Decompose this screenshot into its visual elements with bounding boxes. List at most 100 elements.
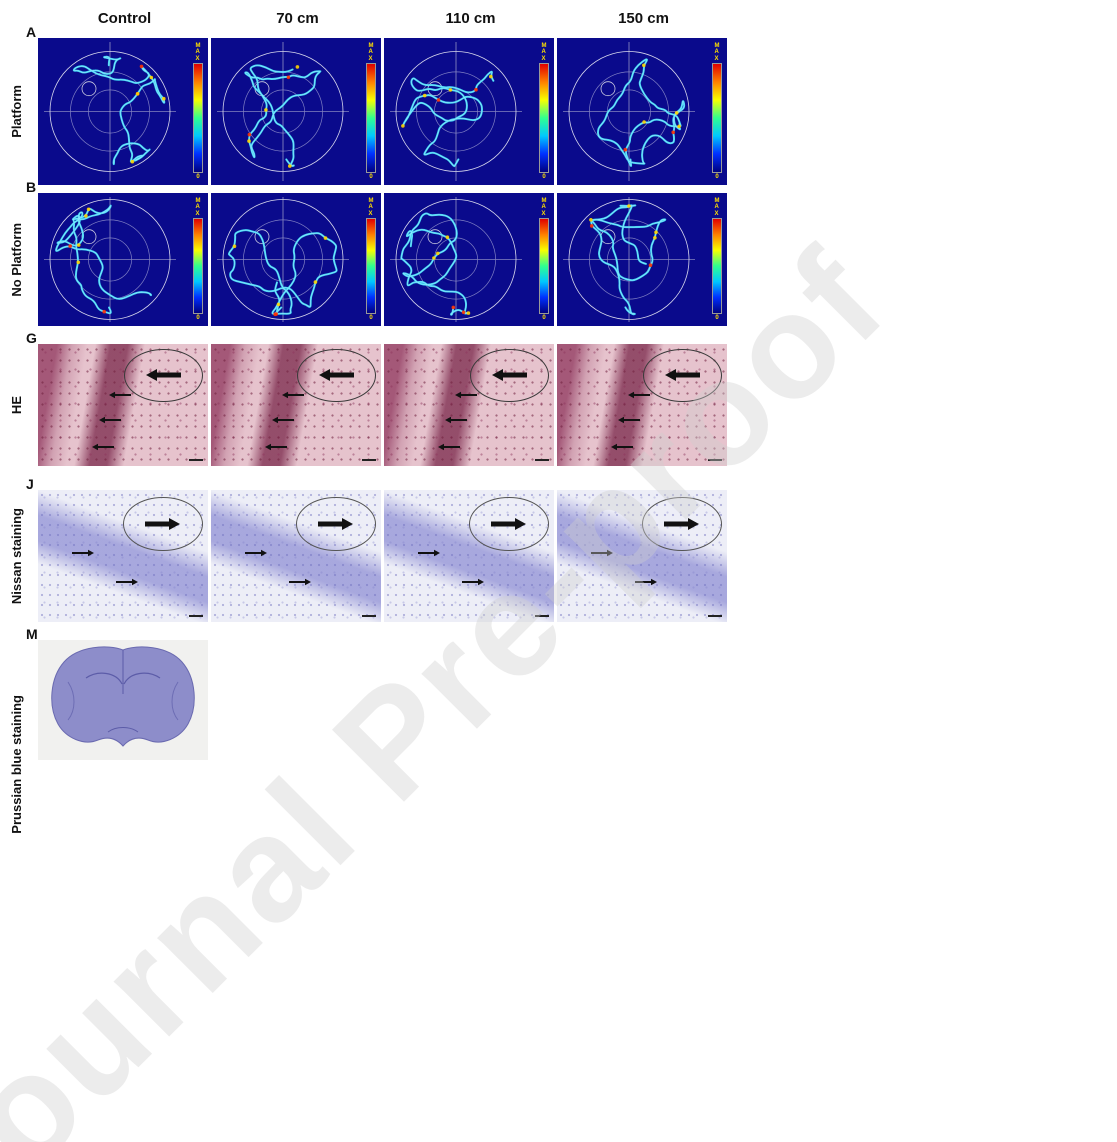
arrow-icon (611, 442, 634, 452)
arrow-icon (289, 578, 312, 586)
arrow-icon (492, 369, 528, 382)
arrow-icon (92, 442, 115, 452)
swim-track-heatmap (44, 197, 176, 322)
arrow-icon (272, 416, 295, 424)
row-label-text: Platform (8, 85, 24, 138)
colorbar-zero-label: 0 (369, 314, 373, 321)
arrow-icon (245, 549, 267, 557)
annotation-ellipse (297, 348, 376, 403)
row-label-text: HE (8, 395, 24, 415)
nissl-histology-panel (384, 490, 554, 622)
colorbar-zero-label: 0 (542, 314, 546, 321)
arrow-icon (491, 517, 527, 531)
western-blot-panel (196, 888, 632, 1140)
column-header: 110 cm (445, 10, 496, 27)
colorbar-gradient (539, 217, 549, 314)
colorbar-zero-label: 0 (715, 173, 719, 180)
colorbar-gradient (193, 217, 203, 314)
colorbar-gradient (539, 62, 549, 173)
arrow-icon (146, 369, 182, 382)
arrow-icon (72, 549, 94, 557)
scale-bar (535, 459, 549, 461)
arrow-icon (665, 369, 701, 382)
arrow-icon (455, 390, 478, 400)
column-headers: Control 70 cm 110 cm 150 cm (38, 10, 730, 27)
arrow-icon (265, 442, 288, 452)
scale-bar (708, 615, 722, 617)
scale-bar (189, 459, 203, 461)
colorbar-zero-label: 0 (369, 173, 373, 180)
nissl-histology-panel (557, 490, 727, 622)
row-label-text: Nissan staining (8, 507, 24, 605)
swim-track-heatmap (217, 42, 349, 181)
he-histology-panel (384, 344, 554, 466)
column-header: Control (97, 10, 152, 27)
arrow-icon (618, 415, 641, 425)
arrow-icon (116, 578, 139, 586)
arrow-icon (611, 443, 634, 450)
arrow-icon (265, 443, 288, 450)
column-header: 70 cm (276, 10, 319, 27)
arrow-icon (591, 548, 613, 558)
he-histology-panel (557, 344, 727, 466)
colorbar-gradient (366, 62, 376, 173)
colorbar-gradient (712, 62, 722, 173)
arrow-icon (282, 392, 305, 399)
row-label: Prussian blue staining (2, 640, 30, 888)
annotation-ellipse (470, 348, 549, 403)
arrow-icon (618, 416, 641, 424)
arrow-icon (628, 392, 651, 399)
annotation-ellipse (643, 348, 722, 403)
colorbar-zero-label: 0 (715, 314, 719, 321)
image-row (38, 490, 730, 622)
arrow-icon (455, 392, 478, 399)
arrow-icon (445, 416, 468, 424)
nissl-histology-panel (38, 490, 208, 622)
brain-section-panel (38, 640, 208, 760)
he-histology-panel (38, 344, 208, 466)
swim-track-heatmap (563, 42, 695, 181)
colorbar-zero-label: 0 (196, 314, 200, 321)
panel-letter: G (26, 330, 37, 346)
arrow-icon (438, 443, 461, 450)
arrow-icon (445, 415, 468, 425)
arrow-icon (462, 578, 485, 586)
arrow-icon (245, 548, 267, 558)
annotation-ellipse (124, 348, 203, 403)
annotation-ellipse (295, 496, 376, 552)
colorbar-gradient (366, 217, 376, 314)
he-histology-panel (211, 344, 381, 466)
annotation-ellipse (468, 496, 549, 552)
arrow-icon (72, 548, 94, 558)
scale-bar (708, 459, 722, 461)
scale-bar (189, 615, 203, 617)
arrow-icon (92, 443, 115, 450)
column-header: 150 cm (618, 10, 669, 27)
nissl-histology-panel (211, 490, 381, 622)
arrow-icon (319, 369, 355, 382)
arrow-icon (438, 442, 461, 452)
panel-letter: M (26, 626, 38, 642)
brain-coronal-section (51, 646, 195, 747)
arrow-icon (635, 578, 658, 586)
row-label-text: No Platform (8, 222, 24, 297)
